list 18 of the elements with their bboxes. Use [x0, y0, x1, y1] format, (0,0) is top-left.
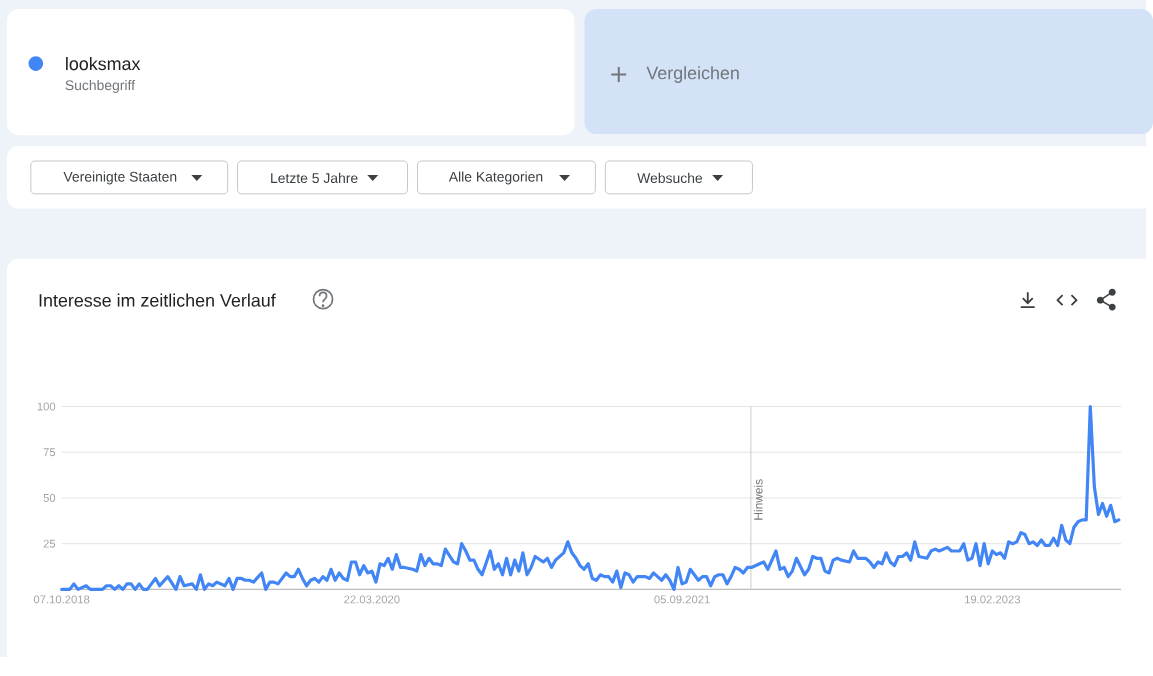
ref-line-label: Hinweis [753, 479, 763, 520]
text: Vereinigte Staaten [63, 171, 177, 185]
y-tick-label: 100 [37, 402, 56, 411]
x-tick-label: 19.02.2023 [964, 595, 1021, 604]
y-tick-label: 50 [43, 494, 56, 502]
x-tick-label: 22.03.2020 [344, 595, 400, 604]
text: Letzte 5 Jahre [271, 172, 358, 184]
y-tick-label: 75 [43, 448, 56, 457]
chart-title: Interesse im zeitlichen Verlauf [39, 293, 276, 307]
text: Vergleichen [646, 66, 739, 83]
line-series [60, 404, 1121, 592]
legend-label: looksmax [66, 57, 141, 71]
y-tick-label: 25 [43, 539, 56, 548]
text: Websuche [637, 172, 703, 184]
text: Alle Kategorien [448, 171, 543, 185]
x-tick-label: 07.10.2018 [33, 595, 90, 604]
text: Suchbegriff [65, 80, 136, 94]
x-tick-label: 05.09.2021 [654, 595, 710, 604]
